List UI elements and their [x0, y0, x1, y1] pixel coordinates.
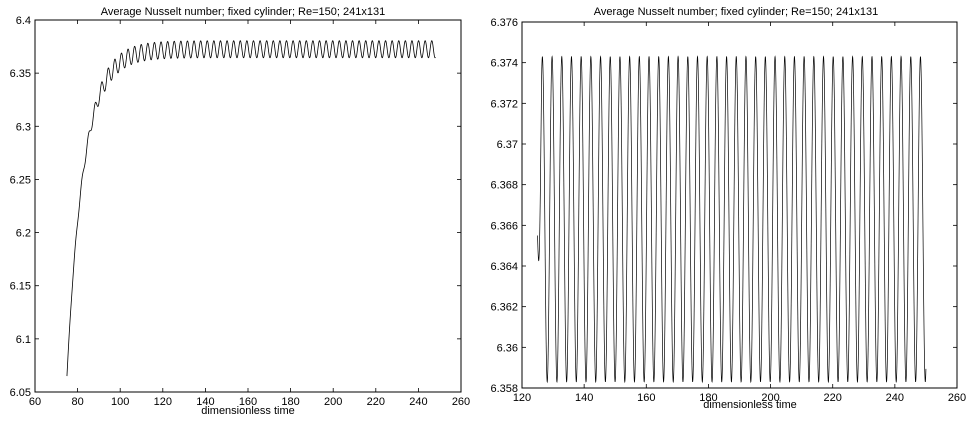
right-y-tick-label: 6.372 — [490, 98, 518, 110]
left-x-axis-label: dimensionless time — [201, 405, 295, 417]
right-y-tick-label: 6.374 — [490, 58, 518, 70]
right-x-tick-label: 120 — [513, 392, 531, 404]
right-y-tick-label: 6.364 — [490, 261, 518, 273]
right-y-ticks: 6.358 6.36 6.362 6.364 6.366 6.368 6.37 6.372 6.… — [490, 17, 957, 395]
left-y-tick-label: 6.25 — [10, 174, 31, 186]
left-x-tick-label: 240 — [409, 396, 427, 408]
right-y-tick-label: 6.376 — [490, 17, 518, 29]
right-chart: Average Nusselt number; fixed cylinder; … — [490, 6, 966, 411]
right-y-tick-label: 6.36 — [497, 342, 518, 354]
left-y-tick-label: 6.05 — [10, 387, 31, 399]
left-y-ticks: 6.05 6.1 6.15 6.2 6.25 6.3 6.35 6.4 — [10, 15, 461, 399]
right-series-line — [537, 55, 927, 384]
left-x-tick-label: 120 — [154, 396, 172, 408]
right-y-tick-label: 6.366 — [490, 220, 518, 232]
left-y-tick-label: 6.15 — [10, 281, 31, 293]
right-plot-frame — [521, 21, 958, 389]
right-x-tick-label: 220 — [824, 392, 842, 404]
left-y-tick-label: 6.4 — [16, 15, 31, 27]
right-x-tick-label: 260 — [948, 392, 966, 404]
right-x-tick-label: 160 — [637, 392, 655, 404]
left-chart-title: Average Nusselt number; fixed cylinder; … — [101, 6, 385, 18]
left-y-tick-label: 6.1 — [16, 334, 31, 346]
right-x-tick-label: 140 — [575, 392, 593, 404]
left-x-tick-label: 80 — [71, 396, 83, 408]
left-x-tick-label: 180 — [281, 396, 299, 408]
left-x-tick-label: 160 — [239, 396, 257, 408]
right-x-axis-label: dimensionless time — [703, 399, 797, 411]
left-x-tick-label: 220 — [367, 396, 385, 408]
left-series-line — [66, 40, 436, 377]
right-x-tick-label: 200 — [761, 392, 779, 404]
right-x-ticks: 120 140 160 180 200 220 240 260 — [513, 22, 966, 404]
right-y-tick-label: 6.37 — [497, 139, 518, 151]
left-x-tick-label: 140 — [196, 396, 214, 408]
right-y-tick-label: 6.362 — [490, 302, 518, 314]
left-y-tick-label: 6.35 — [10, 68, 31, 80]
left-x-tick-label: 260 — [452, 396, 470, 408]
right-x-tick-label: 240 — [886, 392, 904, 404]
left-y-tick-label: 6.3 — [16, 121, 31, 133]
right-chart-title: Average Nusselt number; fixed cylinder; … — [594, 6, 878, 18]
right-x-tick-label: 180 — [699, 392, 717, 404]
left-plot-frame — [34, 19, 462, 393]
left-x-tick-label: 200 — [324, 396, 342, 408]
left-x-tick-label: 60 — [29, 396, 41, 408]
left-x-ticks: 60 80 100 120 140 160 180 200 220 240 260 — [29, 20, 470, 408]
left-x-tick-label: 100 — [111, 396, 129, 408]
right-y-tick-label: 6.358 — [490, 383, 518, 395]
left-y-tick-label: 6.2 — [16, 228, 31, 240]
left-chart: Average Nusselt number; fixed cylinder; … — [10, 6, 471, 417]
right-y-tick-label: 6.368 — [490, 180, 518, 192]
